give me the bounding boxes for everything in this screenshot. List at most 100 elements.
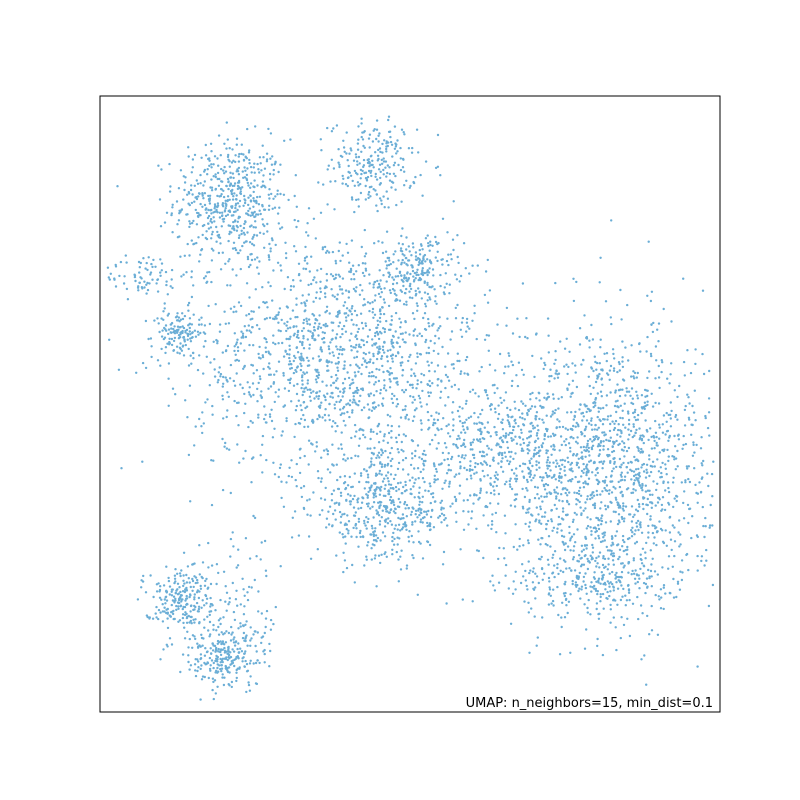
scatter-point xyxy=(250,457,254,460)
scatter-point xyxy=(409,282,412,286)
scatter-point xyxy=(153,319,156,322)
scatter-point xyxy=(423,281,426,285)
scatter-point xyxy=(213,210,217,213)
scatter-point xyxy=(390,143,394,146)
scatter-point xyxy=(299,447,302,450)
scatter-point xyxy=(531,570,535,573)
scatter-point xyxy=(407,540,411,543)
scatter-point xyxy=(300,329,304,333)
scatter-point xyxy=(317,355,320,358)
scatter-point xyxy=(248,296,251,299)
scatter-point xyxy=(408,250,411,253)
scatter-point xyxy=(622,504,625,508)
scatter-point xyxy=(355,314,359,317)
scatter-point xyxy=(578,343,582,346)
scatter-point xyxy=(346,493,350,496)
scatter-point xyxy=(245,212,248,215)
scatter-point xyxy=(351,401,354,404)
scatter-point xyxy=(490,448,493,451)
scatter-point xyxy=(224,262,227,265)
scatter-point xyxy=(296,333,299,337)
scatter-point xyxy=(529,529,532,532)
scatter-point xyxy=(692,441,695,444)
scatter-point xyxy=(656,328,659,331)
scatter-point xyxy=(345,319,348,322)
scatter-point xyxy=(640,562,644,565)
scatter-point xyxy=(533,615,536,618)
scatter-point xyxy=(602,444,605,448)
scatter-point xyxy=(259,454,262,457)
scatter-point xyxy=(215,225,218,229)
scatter-point xyxy=(674,415,677,419)
scatter-point xyxy=(536,493,539,496)
scatter-point xyxy=(610,219,613,222)
scatter-point xyxy=(363,522,366,525)
scatter-point xyxy=(295,366,299,369)
scatter-point xyxy=(571,379,575,382)
scatter-point xyxy=(493,493,496,496)
scatter-point xyxy=(252,185,255,188)
scatter-point xyxy=(492,456,495,459)
scatter-point xyxy=(393,292,397,295)
scatter-point xyxy=(305,405,309,408)
scatter-point xyxy=(380,465,384,469)
scatter-point xyxy=(566,611,569,615)
scatter-point xyxy=(463,438,466,442)
scatter-point xyxy=(268,204,271,207)
scatter-point xyxy=(247,312,251,316)
scatter-point xyxy=(204,401,207,404)
scatter-point xyxy=(332,512,335,516)
scatter-point xyxy=(351,563,354,567)
scatter-point xyxy=(436,242,439,246)
scatter-point xyxy=(392,543,396,546)
scatter-point xyxy=(599,600,602,603)
scatter-point xyxy=(384,389,388,392)
scatter-point xyxy=(359,535,362,539)
scatter-point xyxy=(609,414,612,417)
scatter-point xyxy=(556,563,559,566)
scatter-point xyxy=(677,531,680,534)
scatter-point xyxy=(345,527,348,531)
scatter-point xyxy=(279,264,282,267)
scatter-point xyxy=(508,431,512,435)
scatter-point xyxy=(301,357,305,360)
scatter-point xyxy=(578,500,581,504)
scatter-point xyxy=(682,277,685,280)
scatter-point xyxy=(388,378,391,381)
scatter-point xyxy=(407,245,410,248)
scatter-point xyxy=(235,274,238,277)
scatter-point xyxy=(393,125,397,128)
scatter-point xyxy=(579,494,583,497)
scatter-point xyxy=(267,387,270,390)
scatter-point xyxy=(599,493,602,496)
scatter-point xyxy=(237,173,241,176)
scatter-point xyxy=(633,542,637,545)
scatter-point xyxy=(402,280,405,283)
scatter-point xyxy=(605,438,608,442)
scatter-point xyxy=(288,348,291,351)
scatter-point xyxy=(617,428,620,432)
scatter-point xyxy=(295,392,299,396)
scatter-point xyxy=(401,459,405,462)
scatter-point xyxy=(160,317,163,320)
scatter-point xyxy=(247,203,250,207)
scatter-point xyxy=(363,487,366,490)
scatter-point xyxy=(425,351,428,355)
scatter-point xyxy=(634,508,638,511)
scatter-point xyxy=(658,520,661,523)
scatter-point xyxy=(586,439,590,443)
scatter-point xyxy=(601,467,604,470)
scatter-point xyxy=(475,494,478,497)
scatter-point xyxy=(367,517,370,521)
scatter-point xyxy=(423,449,426,453)
scatter-point xyxy=(144,366,148,370)
scatter-point xyxy=(355,156,358,159)
scatter-point xyxy=(387,118,390,122)
scatter-point xyxy=(242,176,245,179)
scatter-point xyxy=(477,395,480,398)
scatter-point xyxy=(337,356,340,360)
scatter-point xyxy=(403,170,406,173)
scatter-point xyxy=(188,384,192,387)
scatter-point xyxy=(496,417,500,420)
scatter-point xyxy=(355,403,358,406)
